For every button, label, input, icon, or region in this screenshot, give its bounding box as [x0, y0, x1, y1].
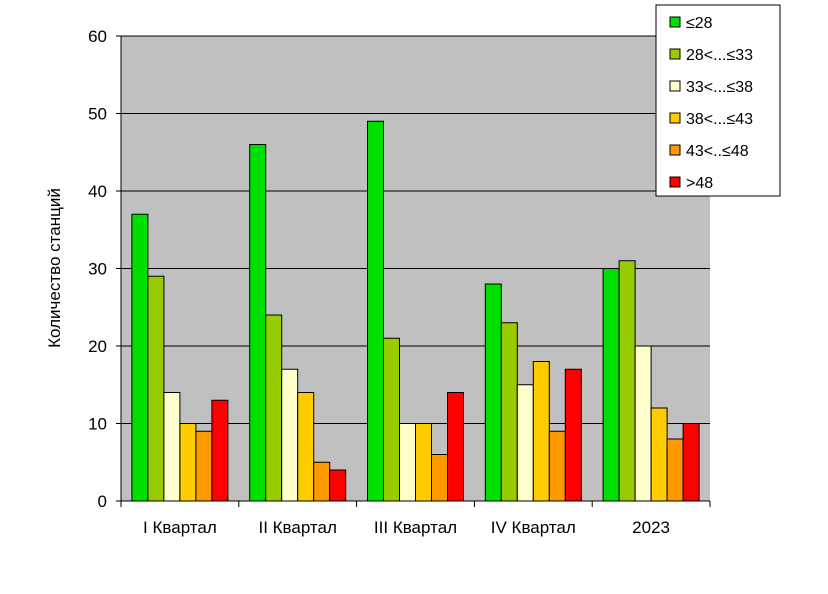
legend-label-6: >48 [686, 175, 713, 192]
legend-swatch-6 [669, 176, 681, 188]
bar-2-series-4 [297, 392, 315, 502]
legend-swatch-3 [669, 80, 681, 92]
bar-2-series-2 [265, 314, 283, 502]
legend-swatch-1 [669, 16, 681, 28]
bar-1-series-5 [195, 430, 213, 502]
y-tick-label-0: 0 [98, 492, 107, 511]
bar-5-series-1 [602, 268, 620, 502]
legend-label-1: ≤28 [686, 15, 713, 32]
bar-5-series-6 [682, 423, 700, 502]
bar-3-series-2 [383, 337, 400, 502]
bar-5-series-3 [634, 345, 652, 502]
bar-4-series-1 [484, 283, 502, 502]
y-tick-label-20: 20 [88, 337, 107, 356]
legend-label-4: 38<...≤43 [686, 111, 753, 128]
legend-swatch-4 [669, 112, 681, 124]
bar-4-series-6 [564, 368, 582, 502]
bars [131, 120, 700, 502]
legend-label-2: 28<...≤33 [686, 47, 753, 64]
legend-label-5: 43<..≤48 [686, 143, 749, 160]
bar-4-series-4 [532, 361, 550, 502]
axes [116, 35, 711, 507]
bar-1-series-2 [147, 275, 165, 502]
x-tick-label-3: III Квартал [374, 518, 457, 537]
bar-3-series-6 [447, 392, 464, 502]
bar-2-series-1 [249, 144, 267, 502]
y-tick-label-30: 30 [88, 260, 107, 279]
bar-1-series-6 [211, 399, 229, 502]
y-axis-label: Количество станций [45, 188, 64, 348]
bar-2-series-3 [281, 368, 299, 502]
legend-swatch-5 [669, 144, 681, 156]
bar-4-series-3 [516, 384, 534, 502]
bar-3-series-3 [399, 423, 416, 502]
bar-1-series-3 [163, 392, 181, 502]
y-tick-label-10: 10 [88, 415, 107, 434]
bar-2-series-5 [313, 461, 331, 502]
bar-3-series-5 [431, 454, 448, 502]
bar-4-series-5 [548, 430, 566, 502]
bar-3-series-4 [415, 423, 432, 502]
bar-5-series-2 [618, 260, 636, 502]
bar-1-series-1 [131, 213, 149, 502]
legend-label-3: 33<...≤38 [686, 79, 753, 96]
bar-5-series-5 [666, 438, 684, 502]
bar-2-series-6 [329, 469, 347, 502]
bar-3-series-1 [367, 120, 384, 502]
y-tick-label-60: 60 [88, 27, 107, 46]
y-tick-label-40: 40 [88, 182, 107, 201]
bar-5-series-4 [650, 407, 668, 502]
bar-4-series-2 [500, 322, 518, 502]
y-tick-labels: 0 10 20 30 40 50 60 [88, 27, 107, 511]
x-tick-label-2: II Квартал [258, 518, 336, 537]
x-tick-labels: I Квартал II Квартал III Квартал IV Квартал… [143, 518, 670, 537]
y-tick-label-50: 50 [88, 105, 107, 124]
legend-box [655, 4, 781, 197]
x-tick-label-1: I Квартал [143, 518, 217, 537]
legend-swatch-2 [669, 48, 681, 60]
x-tick-label-5: 2023 [632, 518, 670, 537]
legend: ≤28 28<...≤33 33<...≤38 38<...≤43 43<..≤48 >4… [655, 4, 781, 197]
bar-1-series-4 [179, 423, 197, 502]
x-tick-label-4: IV Квартал [491, 518, 576, 537]
